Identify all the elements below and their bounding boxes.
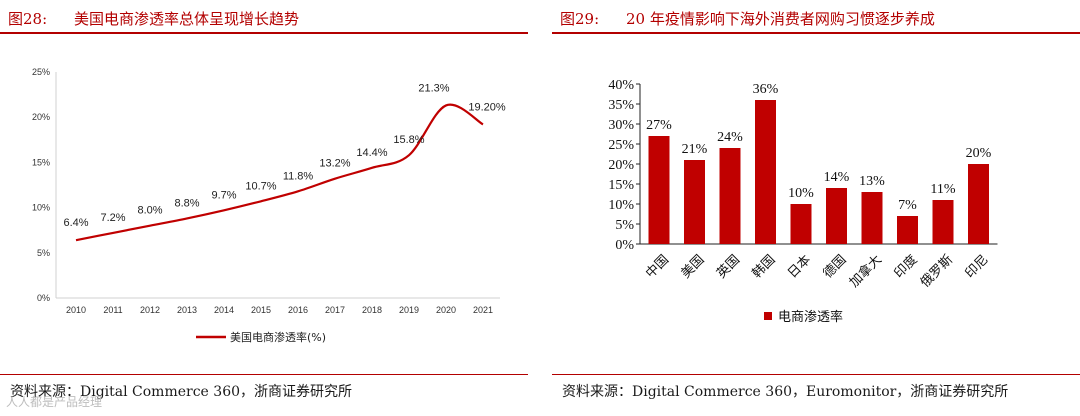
x-tick-label: 2013 — [177, 305, 197, 315]
x-tick-label: 2021 — [473, 305, 493, 315]
figure-28-title: 图28: 美国电商渗透率总体呈现增长趋势 — [8, 8, 299, 29]
bar — [897, 216, 918, 244]
x-tick-label: 2015 — [251, 305, 271, 315]
x-category-label: 俄罗斯 — [918, 252, 956, 290]
x-tick-label: 2018 — [362, 305, 382, 315]
data-label: 27% — [646, 118, 672, 133]
figure-29-panel: 图29: 20 年疫情影响下海外消费者网购习惯逐步养成 0% 5% 10% 15% 20%… — [552, 0, 1080, 416]
data-label: 36% — [753, 82, 779, 97]
data-label: 10% — [788, 186, 814, 201]
data-label: 24% — [717, 130, 743, 145]
figure-28-label: 图28: — [8, 10, 48, 28]
data-label: 19.20% — [468, 101, 506, 113]
bar — [719, 148, 741, 244]
y-tick-label: 15% — [32, 157, 50, 167]
watermark-text: 人人都是产品经理 — [6, 395, 103, 409]
data-label: 15.8% — [393, 134, 424, 146]
figure-28-bottom-rule — [0, 374, 528, 375]
x-tick-label: 2010 — [66, 305, 86, 315]
figure-29-title: 图29: 20 年疫情影响下海外消费者网购习惯逐步养成 — [560, 8, 935, 29]
data-label: 6.4% — [63, 217, 88, 229]
x-tick-label: 2020 — [436, 305, 456, 315]
y-tick-label: 5% — [37, 248, 50, 258]
y-tick-label: 35% — [608, 98, 634, 113]
x-category-label: 德国 — [821, 252, 850, 281]
data-label: 9.7% — [211, 189, 236, 201]
x-category-label: 美国 — [679, 252, 708, 281]
x-tick-label: 2012 — [140, 305, 160, 315]
data-label: 7.2% — [100, 212, 125, 224]
data-label: 21.3% — [418, 82, 449, 94]
legend-label: 电商渗透率 — [778, 309, 843, 325]
x-tick-label: 2016 — [288, 305, 308, 315]
legend-label: 美国电商渗透率(%) — [230, 330, 326, 344]
data-label: 11.8% — [283, 170, 314, 182]
x-category-label: 中国 — [643, 252, 672, 281]
x-tick-label: 2011 — [103, 305, 122, 315]
figure-28-title-text: 美国电商渗透率总体呈现增长趋势 — [74, 10, 300, 28]
y-tick-label: 40% — [608, 78, 634, 93]
figure-29-bottom-rule — [552, 374, 1080, 375]
x-tick-label: 2014 — [214, 305, 234, 315]
y-tick-label: 15% — [608, 178, 634, 193]
bar — [790, 204, 812, 244]
data-label: 8.0% — [137, 205, 162, 217]
data-label: 11% — [930, 182, 955, 197]
y-tick-label: 30% — [608, 118, 634, 133]
figure-28-panel: 图28: 美国电商渗透率总体呈现增长趋势 0% 5% 10% 15% 20% 25% 2010… — [0, 0, 528, 416]
line-chart: 0% 5% 10% 15% 20% 25% 2010 2011 2012 2013 2014 2015… — [32, 67, 506, 344]
bar — [932, 200, 954, 244]
data-label: 8.8% — [174, 197, 199, 209]
figure-29-label: 图29: — [560, 10, 600, 28]
y-tick-label: 20% — [32, 112, 50, 122]
figure-29-top-rule — [552, 32, 1080, 34]
bar — [861, 192, 883, 244]
y-tick-label: 10% — [32, 203, 50, 213]
x-category-label: 加拿大 — [846, 252, 885, 291]
data-label: 14.4% — [356, 147, 387, 159]
figure-28-top-rule — [0, 32, 528, 34]
x-category-label: 印度 — [891, 252, 921, 282]
x-category-label: 日本 — [785, 252, 814, 281]
x-category-label: 印尼 — [963, 252, 992, 281]
figure-28-source: 资料来源：Digital Commerce 360，浙商证券研究所 — [10, 384, 353, 400]
bar — [755, 100, 776, 244]
data-label: 13% — [859, 174, 885, 189]
y-tick-label: 0% — [615, 238, 634, 253]
y-tick-label: 0% — [37, 293, 50, 303]
y-tick-label: 5% — [615, 218, 634, 233]
bar — [968, 164, 989, 244]
legend-swatch — [764, 312, 772, 320]
data-label: 13.2% — [319, 158, 350, 170]
x-tick-label: 2017 — [325, 305, 345, 315]
data-label: 7% — [898, 198, 917, 213]
data-label: 20% — [966, 146, 992, 161]
series-line — [75, 103, 484, 242]
y-tick-label: 20% — [608, 158, 634, 173]
data-label: 14% — [824, 170, 850, 185]
y-tick-label: 10% — [608, 198, 634, 213]
y-tick-label: 25% — [608, 138, 634, 153]
x-tick-label: 2019 — [399, 305, 419, 315]
x-category-label: 韩国 — [750, 252, 779, 281]
bar — [684, 160, 705, 244]
figure-29-title-text: 20 年疫情影响下海外消费者网购习惯逐步养成 — [626, 10, 935, 28]
data-label: 21% — [682, 142, 708, 157]
bar-chart: 0% 5% 10% 15% 20% 25% 30% 35% 40% 27% 21% 24% 36% 10%… — [608, 78, 998, 325]
data-label: 10.7% — [245, 180, 276, 192]
x-category-label: 英国 — [714, 252, 743, 281]
y-tick-label: 25% — [32, 67, 50, 77]
figure-29-source: 资料来源：Digital Commerce 360，Euromonitor，浙商… — [562, 384, 1009, 400]
bar — [648, 136, 670, 244]
bar — [826, 188, 847, 244]
